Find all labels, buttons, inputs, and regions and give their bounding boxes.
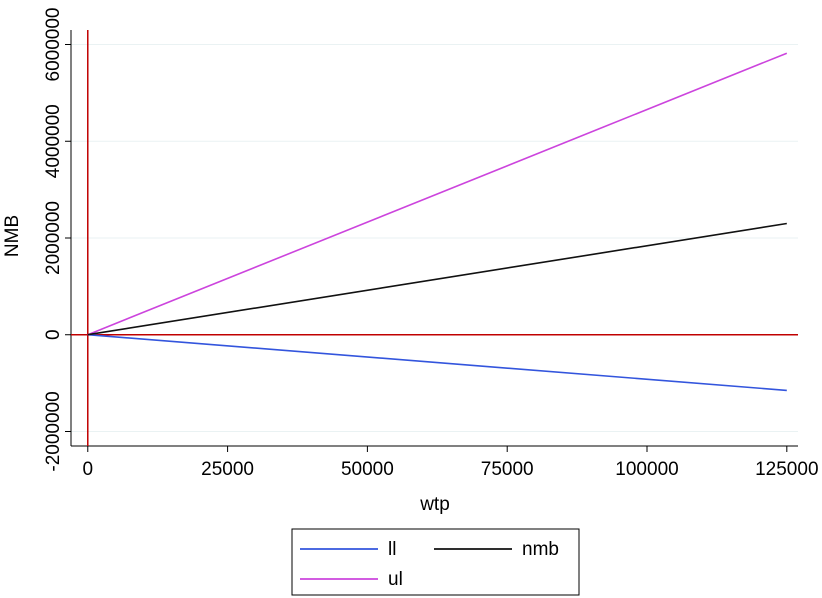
x-tick-label: 75000 [481,459,534,480]
legend-label-ul: ul [388,569,403,590]
legend-box [291,528,580,596]
x-tick-label: 100000 [615,459,678,480]
gridlines [71,44,798,432]
y-tick-label: 4000000 [43,104,64,178]
x-axis-ticks: 0 25000 50000 75000 100000 125000 [82,446,819,480]
y-tick-label: -2000000 [43,391,64,471]
x-tick-label: 25000 [201,459,254,480]
x-tick-label: 125000 [755,459,818,480]
legend-label-ll: ll [388,539,396,560]
reference-lines [71,30,798,446]
series-lines [87,52,788,392]
y-tick-label: 6000000 [43,8,64,82]
series-line-ul [87,52,788,336]
y-axis-ticks: -2000000 0 2000000 4000000 6000000 [43,8,71,472]
y-tick-label: 2000000 [43,201,64,275]
x-axis-label: wtp [419,494,450,515]
y-tick-label: 0 [43,329,64,340]
y-axis-label: NMB [2,215,23,257]
series-line-nmb [87,222,787,336]
x-tick-label: 0 [82,459,93,480]
x-tick-label: 50000 [341,459,394,480]
series-line-ll [87,333,787,392]
legend-label-nmb: nmb [522,539,559,560]
legend: ll nmb ul [291,528,580,596]
